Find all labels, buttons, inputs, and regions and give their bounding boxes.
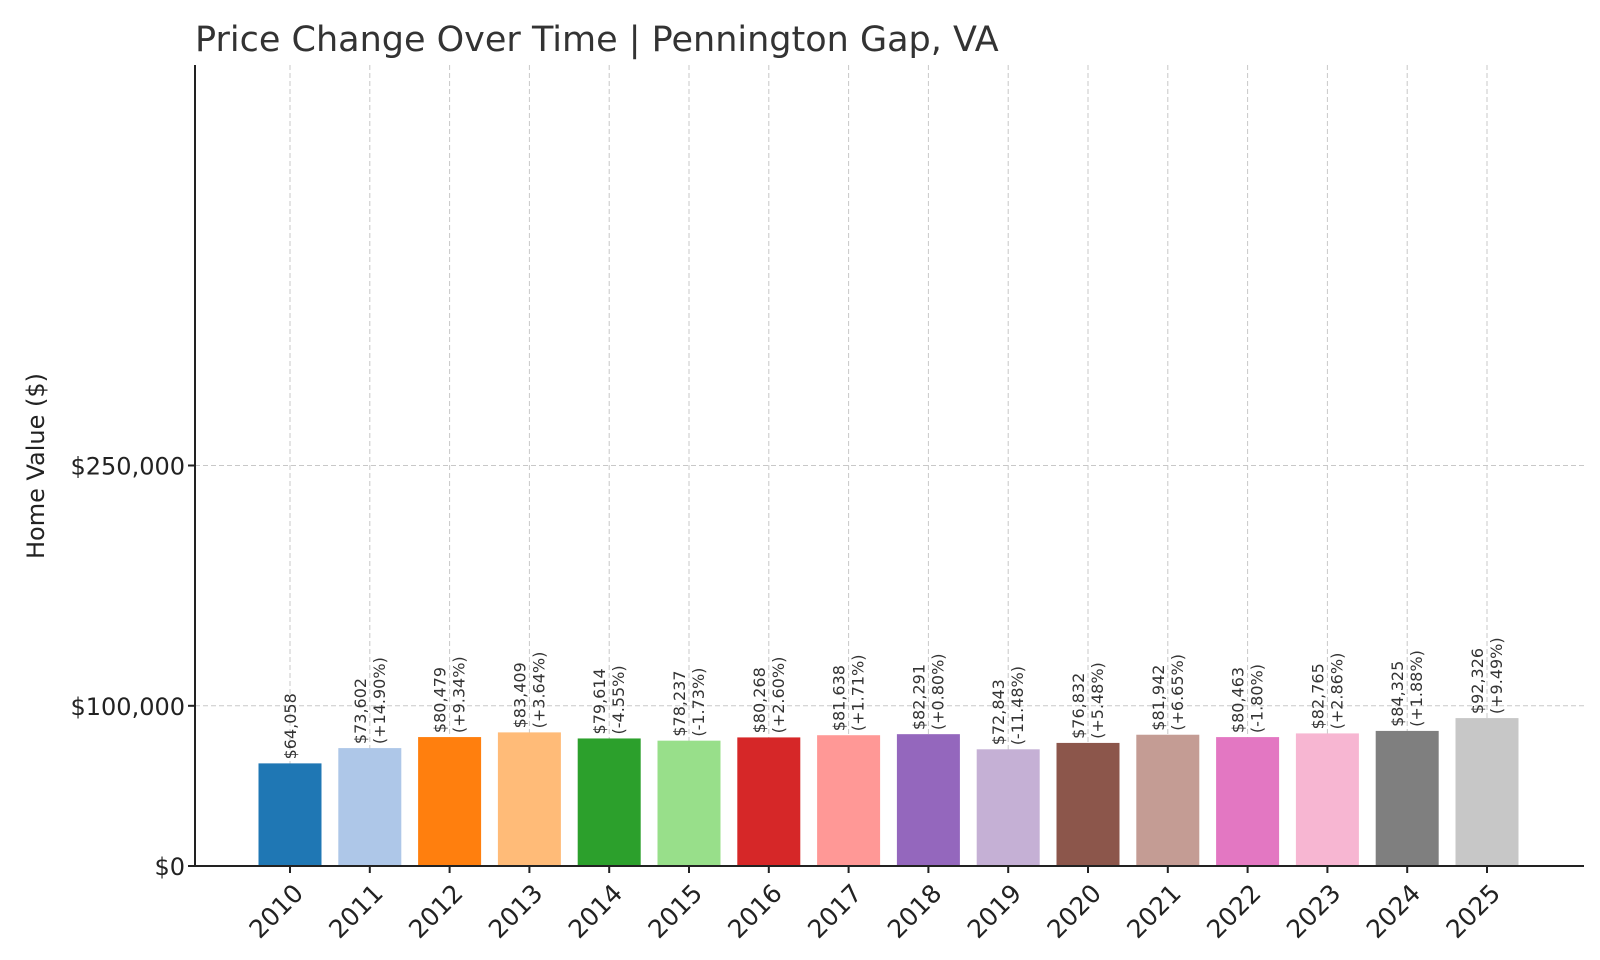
x-tick-label: 2018 — [882, 878, 947, 943]
bar-2012 — [418, 737, 482, 866]
x-tick-label: 2025 — [1440, 878, 1505, 943]
y-tick-label: $100,000 — [70, 693, 185, 721]
bar-2022 — [1216, 737, 1280, 866]
y-tick-label: $250,000 — [70, 453, 185, 481]
value-label: $83,409 — [510, 662, 529, 728]
change-label: (+3.64%) — [529, 652, 548, 729]
value-label: $72,843 — [989, 679, 1008, 745]
value-label: $82,291 — [909, 664, 928, 730]
value-label: $80,479 — [431, 667, 450, 733]
value-label: $78,237 — [670, 670, 689, 736]
bar-2024 — [1375, 730, 1439, 866]
x-tick-label: 2019 — [962, 878, 1027, 943]
x-tick-label: 2020 — [1041, 878, 1106, 943]
value-label: $64,058 — [281, 693, 300, 759]
bar-2025 — [1455, 718, 1519, 866]
data-labels: $64,058 $73,602 (+14.90%) $80,479 (+9.34%) $8… — [281, 637, 1506, 759]
value-label: $81,638 — [830, 665, 849, 731]
bar-2011 — [338, 748, 402, 866]
x-tick-label: 2013 — [483, 878, 548, 943]
bars — [258, 718, 1519, 866]
chart-title: Price Change Over Time | Pennington Gap,… — [195, 20, 999, 60]
bar-2018 — [896, 734, 960, 866]
x-tick-label: 2015 — [642, 878, 707, 943]
grid-lines — [195, 65, 1584, 866]
change-label: (+1.88%) — [1407, 650, 1426, 727]
bar-2016 — [737, 737, 801, 866]
bar-2017 — [817, 735, 881, 866]
bar-2023 — [1295, 733, 1359, 866]
value-label: $73,602 — [351, 678, 370, 744]
value-label: $84,325 — [1388, 661, 1407, 727]
change-label: (-11.48%) — [1008, 666, 1027, 745]
x-tick-label: 2011 — [323, 878, 388, 943]
x-tick-label: 2016 — [722, 878, 787, 943]
value-label: $92,326 — [1468, 648, 1487, 714]
change-label: (+9.34%) — [450, 656, 469, 733]
x-tick-label: 2014 — [563, 878, 628, 943]
bar-2014 — [577, 738, 641, 866]
bar-2020 — [1056, 742, 1120, 866]
value-label: $76,832 — [1069, 673, 1088, 739]
change-label: (+6.65%) — [1168, 654, 1187, 731]
y-axis-label: Home Value ($) — [22, 373, 50, 559]
change-label: (+9.49%) — [1487, 637, 1506, 714]
x-tick-label: 2023 — [1281, 878, 1346, 943]
bar-2019 — [976, 749, 1040, 866]
change-label: (+5.48%) — [1088, 662, 1107, 739]
change-label: (+14.90%) — [370, 657, 389, 744]
bar-2010 — [258, 763, 322, 866]
change-label: (+2.86%) — [1327, 653, 1346, 730]
x-tick-label: 2017 — [802, 878, 867, 943]
value-label: $80,463 — [1229, 667, 1248, 733]
bar-2015 — [657, 740, 721, 866]
value-label: $80,268 — [750, 667, 769, 733]
x-tick-label: 2024 — [1361, 878, 1426, 943]
bar-2013 — [497, 732, 561, 866]
value-label: $82,765 — [1308, 663, 1327, 729]
bar-2021 — [1136, 734, 1200, 866]
x-tick-label: 2021 — [1121, 878, 1186, 943]
x-tick-label: 2022 — [1201, 878, 1266, 943]
x-tick-label: 2010 — [243, 878, 308, 943]
change-label: (+2.60%) — [769, 657, 788, 734]
x-tick-label: 2012 — [403, 878, 468, 943]
change-label: (-1.73%) — [689, 668, 708, 737]
change-label: (+0.80%) — [928, 653, 947, 730]
value-label: $79,614 — [590, 668, 609, 734]
value-label: $81,942 — [1149, 665, 1168, 731]
y-tick-label: $0 — [154, 853, 185, 881]
change-label: (-4.55%) — [609, 665, 628, 734]
change-label: (+1.71%) — [849, 654, 868, 731]
change-label: (-1.80%) — [1248, 664, 1267, 733]
